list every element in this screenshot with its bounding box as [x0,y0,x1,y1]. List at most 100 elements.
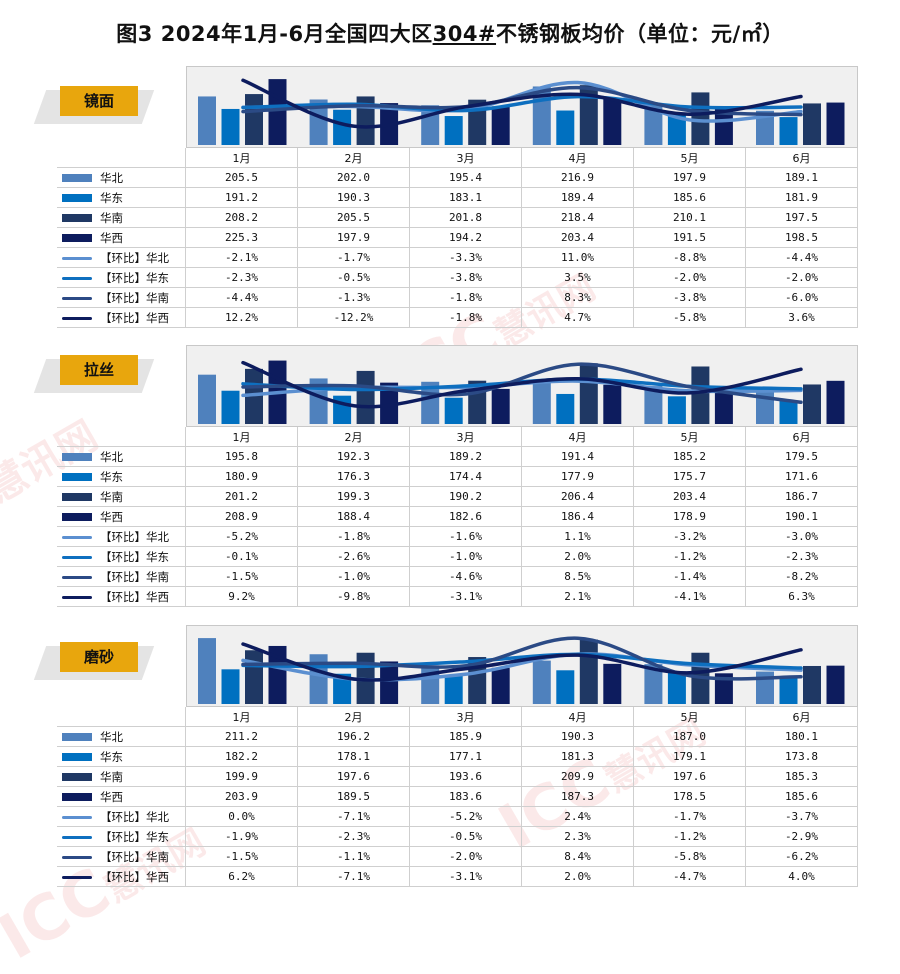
series-legend-cell: 【环比】华北 [57,526,186,547]
header-blank-cell [57,427,186,447]
series-legend-cell: 【环比】华东 [57,267,186,288]
data-label: -5.8% [633,846,746,867]
data-label: 173.8 [745,746,858,767]
series-legend-cell: 【环比】华西 [57,307,186,328]
table-header-row: 1月 2月 3月 4月 5月 6月 [57,148,858,168]
data-label: 179.5 [745,446,858,467]
data-label: 3.6% [745,307,858,328]
data-label: -3.1% [409,866,522,887]
series-name: 【环比】华东 [100,829,169,844]
series-legend-cell: 【环比】华南 [57,287,186,308]
table-row: 华南 208.2 205.5 201.8 218.4 210.1 197.5 [57,207,858,228]
series-name: 华北 [100,729,123,744]
data-label: -0.1% [185,546,298,567]
data-label: -3.8% [633,287,746,308]
data-label: 190.1 [745,506,858,527]
bar-华东-1月 [221,669,240,704]
data-label: -7.1% [297,806,410,827]
bar-华南-6月 [803,384,821,424]
series-legend-cell: 华东 [57,187,186,208]
data-label: 189.4 [521,187,634,208]
data-label: 189.2 [409,446,522,467]
bar-华北-1月 [198,638,216,704]
series-name: 华东 [100,190,123,205]
series-name: 华东 [100,749,123,764]
legend-key [62,875,92,879]
legend-key [62,453,92,461]
data-label: -2.0% [745,267,858,288]
data-label: 197.6 [297,766,410,787]
legend-key [62,733,92,741]
legend-key [62,473,92,481]
data-table: 1月 2月 3月 4月 5月 6月 华北 195.8 192.3 189.2 191.4 185.2 1… [57,427,858,607]
plot-svg [198,78,845,145]
series-name: 华北 [100,449,123,464]
bar-华南-2月 [356,370,375,424]
data-label: -3.2% [633,526,746,547]
table-row: 【环比】华东 -1.9% -2.3% -0.5% 2.3% -1.2% -2.9% [57,826,858,847]
table-row: 【环比】华西 12.2% -12.2% -1.8% 4.7% -5.8% 3.6% [57,307,858,328]
bar-华西-4月 [603,384,622,424]
series-name: 【环比】华西 [100,869,169,884]
data-label: 178.1 [297,746,410,767]
data-label: 183.1 [409,187,522,208]
bar-华西-6月 [826,380,845,424]
data-label: -5.2% [409,806,522,827]
data-label: 186.7 [745,486,858,507]
bar-华北-5月 [644,103,663,145]
data-label: 2.4% [521,806,634,827]
series-legend-cell: 华北 [57,446,186,467]
category-label: 4月 [521,148,634,168]
bar-华西-6月 [826,102,845,145]
data-label: -6.2% [745,846,858,867]
data-label: 205.5 [185,167,298,188]
plot-svg [198,360,845,424]
data-label: 197.9 [633,167,746,188]
data-label: 202.0 [297,167,410,188]
table-row: 【环比】华南 -1.5% -1.1% -2.0% 8.4% -5.8% -6.2% [57,846,858,867]
data-label: 179.1 [633,746,746,767]
data-label: 205.5 [297,207,410,228]
table-header-row: 1月 2月 3月 4月 5月 6月 [57,427,858,447]
series-legend-cell: 【环比】华北 [57,806,186,827]
bar-华北-6月 [756,110,774,145]
data-label: 181.9 [745,187,858,208]
data-label: 6.2% [185,866,298,887]
data-label: -2.3% [745,546,858,567]
series-name: 【环比】华北 [100,529,169,544]
header-blank-cell [57,148,186,168]
category-label: 5月 [633,427,746,447]
data-label: 185.3 [745,766,858,787]
data-label: 1.1% [521,526,634,547]
header-blank-cell [57,707,186,727]
data-label: 208.2 [185,207,298,228]
series-legend-cell: 【环比】华南 [57,566,186,587]
table-row: 华北 195.8 192.3 189.2 191.4 185.2 179.5 [57,446,858,467]
legend-key [62,575,92,579]
data-label: 180.9 [185,466,298,487]
data-label: 216.9 [521,167,634,188]
category-label: 1月 [185,427,298,447]
table-row: 【环比】华南 -1.5% -1.0% -4.6% 8.5% -1.4% -8.2% [57,566,858,587]
line-【环比】华南 [241,636,803,681]
data-label: -1.6% [409,526,522,547]
data-label: 181.3 [521,746,634,767]
data-label: 2.1% [521,586,634,607]
data-label: -1.5% [185,846,298,867]
data-label: 177.9 [521,466,634,487]
data-label: 210.1 [633,207,746,228]
data-label: 178.9 [633,506,746,527]
data-label: -1.8% [297,526,410,547]
data-label: 197.6 [633,766,746,787]
series-name: 【环比】华南 [100,290,169,305]
data-label: 2.3% [521,826,634,847]
table-row: 华南 199.9 197.6 193.6 209.9 197.6 185.3 [57,766,858,787]
table-row: 【环比】华南 -4.4% -1.3% -1.8% 8.3% -3.8% -6.0% [57,287,858,308]
category-label: 2月 [297,427,410,447]
bar-华北-4月 [532,660,551,704]
table-row: 【环比】华西 6.2% -7.1% -3.1% 2.0% -4.7% 4.0% [57,866,858,887]
table-header-row: 1月 2月 3月 4月 5月 6月 [57,707,858,727]
legend-key [62,535,92,539]
data-label: -3.3% [409,247,522,268]
data-label: 11.0% [521,247,634,268]
